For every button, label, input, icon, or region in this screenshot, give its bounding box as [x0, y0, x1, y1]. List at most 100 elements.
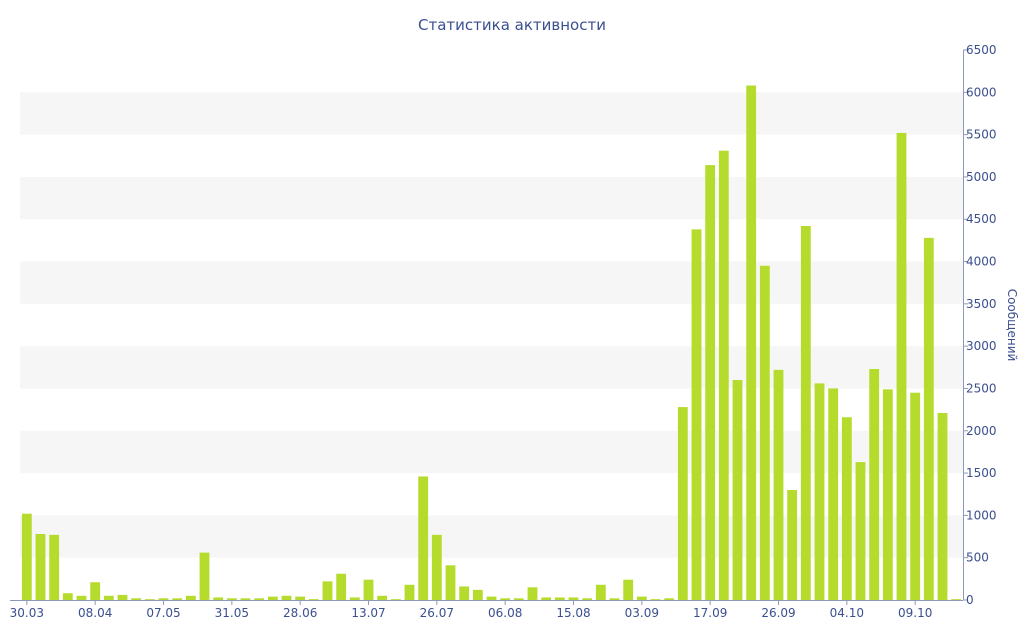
- bar: [595, 584, 606, 600]
- bar: [172, 598, 183, 600]
- bar: [90, 582, 101, 600]
- bar: [664, 598, 675, 600]
- bar: [527, 587, 538, 600]
- bar: [828, 388, 839, 600]
- bar: [431, 534, 442, 600]
- x-tick-label: 30.03: [10, 606, 44, 620]
- y-tick-label: 2500: [966, 381, 997, 395]
- bar: [582, 598, 593, 600]
- bar: [869, 369, 880, 600]
- bar: [746, 85, 757, 601]
- y-tick-label: 6500: [966, 43, 997, 57]
- bar: [951, 599, 962, 600]
- bar: [541, 597, 552, 600]
- x-tick-label: 31.05: [215, 606, 249, 620]
- bar: [199, 552, 210, 600]
- bar: [677, 407, 688, 600]
- y-tick-label: 1000: [966, 508, 997, 522]
- bar: [76, 595, 87, 600]
- bar: [213, 597, 224, 600]
- bar: [254, 598, 265, 600]
- x-tick-label: 06.08: [488, 606, 522, 620]
- bar: [800, 226, 811, 600]
- bar: [185, 595, 196, 600]
- grid-band: [20, 92, 963, 135]
- grid-band: [20, 261, 963, 304]
- bar: [267, 596, 278, 600]
- bar: [623, 579, 634, 600]
- bar: [459, 586, 470, 600]
- bar: [882, 389, 893, 600]
- y-tick-label: 3000: [966, 339, 997, 353]
- bar: [718, 150, 729, 600]
- bar: [21, 513, 32, 600]
- x-tick-label: 26.07: [420, 606, 454, 620]
- bar: [281, 595, 292, 600]
- x-tick-label: 08.04: [78, 606, 112, 620]
- bar: [404, 584, 415, 600]
- y-tick-label: 5000: [966, 170, 997, 184]
- bar: [650, 599, 661, 600]
- bar: [896, 132, 907, 601]
- bar: [855, 462, 866, 600]
- bar: [35, 534, 46, 600]
- grid-band: [20, 176, 963, 220]
- bar: [103, 595, 114, 600]
- bar: [568, 597, 579, 600]
- grid-band: [20, 346, 963, 389]
- chart-title: Статистика активности: [418, 16, 606, 34]
- y-tick-label: 5500: [966, 128, 997, 142]
- bar: [49, 534, 60, 600]
- bar: [472, 589, 483, 600]
- x-tick-label: 03.09: [625, 606, 659, 620]
- bar: [295, 596, 306, 600]
- y-tick-label: 1500: [966, 466, 997, 480]
- x-tick-label: 04.10: [830, 606, 864, 620]
- bar: [787, 490, 798, 600]
- x-tick-label: 09.10: [898, 606, 932, 620]
- bar: [377, 595, 388, 600]
- bar: [144, 599, 155, 600]
- bar: [732, 380, 743, 600]
- bar: [445, 565, 456, 600]
- bar: [349, 597, 360, 600]
- bar: [500, 598, 511, 600]
- bar: [62, 593, 73, 600]
- bar: [322, 581, 333, 600]
- bar: [773, 369, 784, 600]
- bar: [841, 417, 852, 600]
- bar: [363, 579, 374, 600]
- bar: [336, 573, 347, 600]
- y-tick-label: 4500: [966, 212, 997, 226]
- bar: [923, 237, 934, 600]
- y-tick-label: 3500: [966, 297, 997, 311]
- bar: [418, 476, 429, 600]
- y-tick-label: 4000: [966, 255, 997, 269]
- bar: [513, 598, 524, 600]
- bar: [636, 596, 647, 600]
- bar: [609, 598, 620, 600]
- x-tick-label: 26.09: [761, 606, 795, 620]
- bar: [117, 594, 128, 600]
- y-axis-title: Сообщений: [1005, 289, 1019, 362]
- bar: [705, 165, 716, 600]
- x-tick-label: 15.08: [556, 606, 590, 620]
- y-tick-label: 500: [966, 551, 989, 565]
- bar: [226, 598, 237, 600]
- x-tick-label: 28.06: [283, 606, 317, 620]
- bar: [937, 413, 948, 600]
- y-tick-label: 2000: [966, 424, 997, 438]
- bar: [554, 597, 565, 600]
- bar: [158, 598, 169, 600]
- bar: [759, 265, 770, 600]
- bar: [486, 596, 497, 600]
- x-tick-label: 13.07: [351, 606, 385, 620]
- bar: [390, 599, 401, 600]
- bar: [131, 598, 142, 600]
- bar: [691, 229, 702, 600]
- y-tick-label: 0: [966, 593, 974, 607]
- bar: [910, 392, 921, 600]
- x-tick-label: 17.09: [693, 606, 727, 620]
- x-tick-label: 07.05: [146, 606, 180, 620]
